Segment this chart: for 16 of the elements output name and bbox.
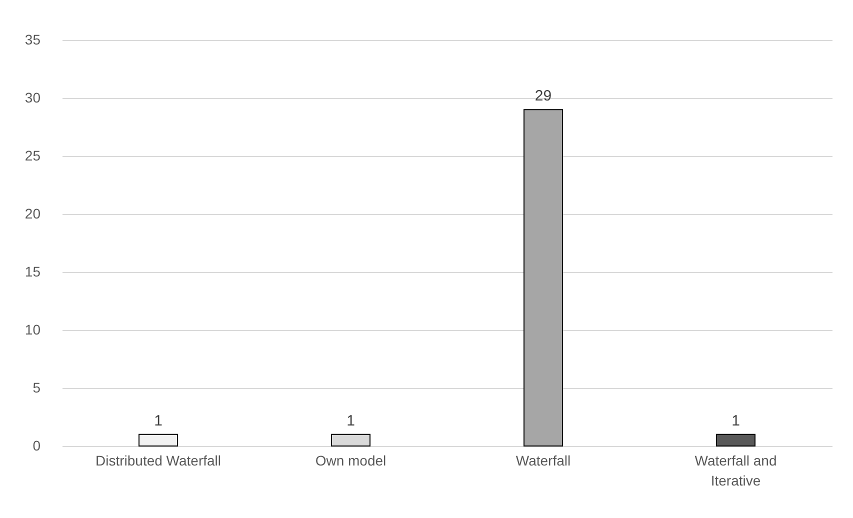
y-tick-label: 25: [24, 148, 41, 164]
data-label: 1: [346, 412, 355, 430]
y-tick-label: 35: [24, 32, 41, 48]
y-tick-label: 10: [24, 322, 41, 338]
x-tick-label: Waterfall: [516, 452, 571, 468]
y-tick-label: 15: [24, 264, 41, 280]
data-label: 1: [154, 412, 162, 430]
x-tick-label: Own model: [315, 452, 386, 468]
data-label: 29: [534, 88, 552, 105]
data-label: 1: [732, 412, 740, 430]
x-tick-label: Distributed Waterfall: [95, 452, 222, 468]
y-tick-label: 5: [32, 380, 41, 396]
y-tick-label: 20: [24, 206, 41, 222]
y-tick-label: 0: [32, 438, 41, 454]
y-tick-label: 30: [24, 90, 41, 106]
x-tick-label: Waterfall and Iterative: [694, 452, 777, 488]
